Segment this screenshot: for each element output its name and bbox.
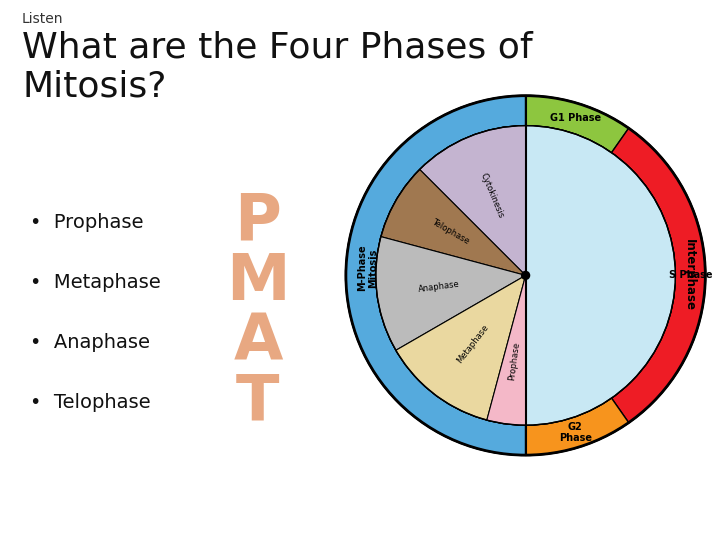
Wedge shape xyxy=(487,275,526,425)
Wedge shape xyxy=(396,275,526,420)
Text: •  Prophase: • Prophase xyxy=(30,213,143,232)
Text: •  Telophase: • Telophase xyxy=(30,393,150,411)
Circle shape xyxy=(376,126,675,425)
Wedge shape xyxy=(381,170,526,275)
Text: •  Metaphase: • Metaphase xyxy=(30,273,161,292)
Text: •  Anaphase: • Anaphase xyxy=(30,333,150,352)
Text: M: M xyxy=(226,251,290,313)
Text: P: P xyxy=(235,191,282,253)
Text: Metaphase: Metaphase xyxy=(455,323,490,366)
Wedge shape xyxy=(526,126,675,425)
Text: Interphase: Interphase xyxy=(683,239,696,312)
Circle shape xyxy=(346,96,706,455)
Text: G2
Phase: G2 Phase xyxy=(559,422,592,443)
Wedge shape xyxy=(526,398,629,455)
Text: A: A xyxy=(233,311,283,373)
Text: Prophase: Prophase xyxy=(508,342,521,381)
Text: S Phase: S Phase xyxy=(669,271,712,280)
Wedge shape xyxy=(611,128,706,423)
Text: Telophase: Telophase xyxy=(430,218,471,246)
Circle shape xyxy=(521,271,530,280)
Wedge shape xyxy=(376,237,526,350)
Text: Anaphase: Anaphase xyxy=(418,280,461,294)
Wedge shape xyxy=(420,126,526,275)
Wedge shape xyxy=(526,96,629,153)
Wedge shape xyxy=(346,96,526,455)
Text: M-Phase
Mitosis: M-Phase Mitosis xyxy=(357,245,378,291)
Text: T: T xyxy=(236,371,280,433)
Text: Listen: Listen xyxy=(22,12,63,26)
Text: What are the Four Phases of
Mitosis?: What are the Four Phases of Mitosis? xyxy=(22,30,533,103)
Text: Cytokinesis: Cytokinesis xyxy=(479,171,505,219)
Text: G1 Phase: G1 Phase xyxy=(549,113,600,123)
